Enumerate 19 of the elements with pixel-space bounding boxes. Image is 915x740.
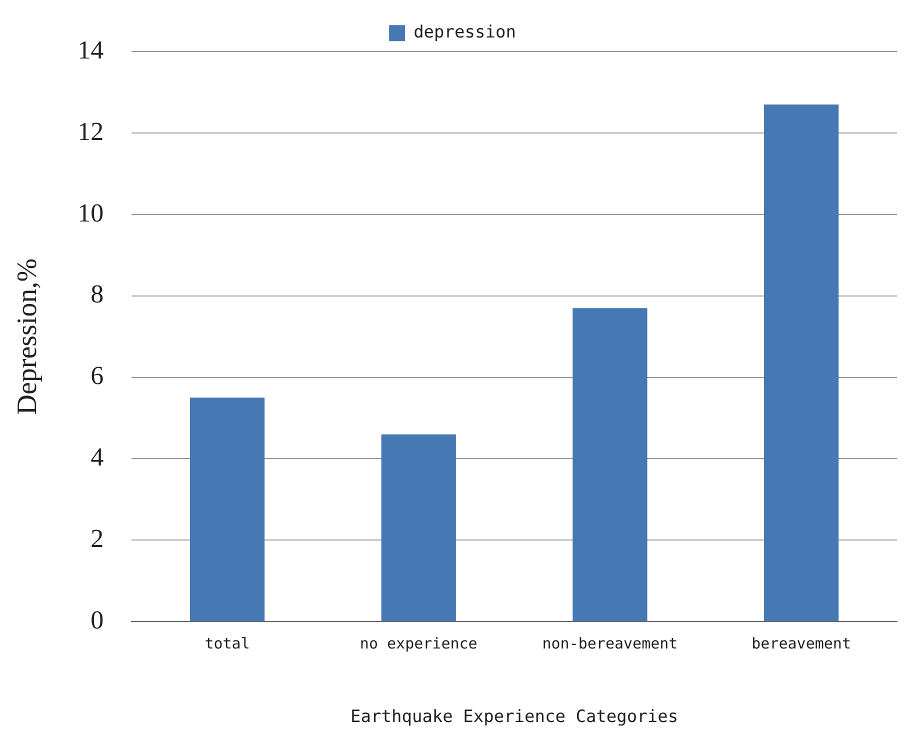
y-tick-label: 0 [90, 605, 104, 634]
x-tick-label: non-bereavement [542, 634, 678, 652]
y-tick-label: 10 [78, 198, 104, 228]
y-tick-label: 2 [90, 524, 104, 553]
x-tick-label: no experience [360, 634, 478, 652]
bar [190, 398, 265, 622]
y-tick-label: 4 [90, 442, 104, 472]
bar [764, 104, 839, 622]
bar [381, 434, 456, 622]
y-tick-label: 6 [90, 361, 104, 390]
bar [572, 308, 648, 622]
legend-label: depression [414, 22, 516, 43]
y-tick-label: 8 [90, 280, 104, 309]
x-tick-label: bereavement [752, 634, 851, 652]
y-tick-label: 14 [78, 35, 104, 64]
x-tick-label: total [204, 634, 250, 652]
x-axis-title: Earthquake Experience Categories [350, 707, 678, 728]
y-axis-title: Depression,% [12, 258, 44, 415]
y-tick-label: 12 [78, 116, 104, 146]
